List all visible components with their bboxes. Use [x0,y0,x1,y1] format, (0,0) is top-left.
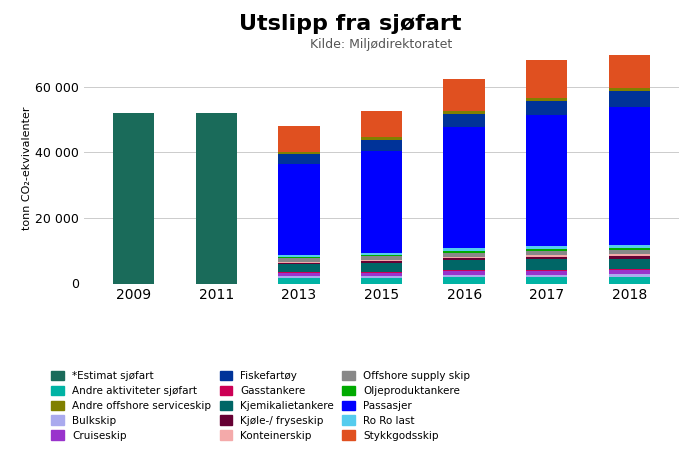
Bar [360,272,402,273]
Bar [526,100,568,115]
Bar [526,252,568,255]
Bar [360,140,402,151]
Bar [278,273,319,276]
Bar [278,278,319,284]
Bar [360,151,402,253]
Bar [609,250,650,254]
Bar [278,152,319,153]
Bar [609,270,650,274]
Text: Utslipp fra sjøfart: Utslipp fra sjøfart [239,14,461,33]
Bar [609,88,650,91]
Bar [526,60,568,98]
Bar [360,261,402,263]
Bar [278,276,319,278]
Bar [360,276,402,278]
Bar [360,263,402,272]
Bar [278,258,319,261]
Bar [195,113,237,284]
Bar [360,260,402,261]
Bar [360,255,402,256]
Bar [360,273,402,276]
Bar [444,79,485,112]
Bar [526,274,568,277]
Bar [609,91,650,107]
Bar [360,253,402,255]
Bar [444,258,485,260]
Bar [609,274,650,277]
Bar [444,271,485,275]
Bar [526,270,568,271]
Bar [444,251,485,253]
Bar [526,249,568,252]
Bar [444,277,485,284]
Bar [278,126,319,152]
Bar [444,270,485,271]
Bar [444,112,485,114]
Bar [278,255,319,257]
Bar [360,278,402,284]
Bar [609,55,650,88]
Bar [278,153,319,163]
Bar [278,163,319,255]
Bar [444,275,485,277]
Bar [526,255,568,256]
Bar [444,248,485,251]
Bar [609,245,650,248]
Bar [278,261,319,262]
Legend: *Estimat sjøfart, Andre aktiviteter sjøfart, Andre offshore serviceskip, Bulkski: *Estimat sjøfart, Andre aktiviteter sjøf… [47,367,475,445]
Bar [526,277,568,284]
Bar [526,259,568,270]
Bar [609,277,650,284]
Bar [113,113,154,284]
Y-axis label: tonn CO₂-ekvivalenter: tonn CO₂-ekvivalenter [22,107,32,230]
Bar [278,272,319,273]
Bar [526,115,568,247]
Bar [526,256,568,259]
Bar [609,259,650,270]
Bar [444,253,485,256]
Bar [526,98,568,100]
Bar [526,271,568,274]
Bar [278,257,319,258]
Bar [444,127,485,248]
Bar [444,260,485,270]
Bar [609,256,650,259]
Bar [609,254,650,256]
Bar [360,256,402,260]
Bar [609,107,650,245]
Bar [444,114,485,127]
Bar [278,262,319,264]
Bar [526,247,568,249]
Title: Kilde: Miljødirektoratet: Kilde: Miljødirektoratet [310,38,453,51]
Bar [278,264,319,272]
Bar [360,111,402,137]
Bar [360,137,402,140]
Bar [609,248,650,250]
Bar [444,256,485,258]
